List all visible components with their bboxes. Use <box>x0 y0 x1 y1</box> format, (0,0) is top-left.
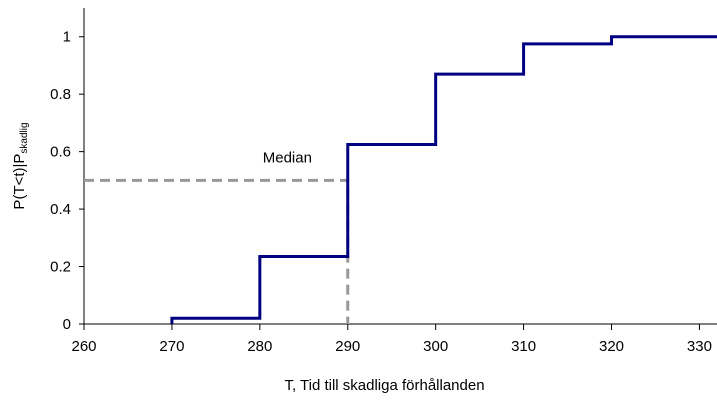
y-tick-label: 1 <box>63 29 71 46</box>
y-axis-title-main: P(T<t)|P <box>11 154 28 210</box>
y-tick-label: 0.2 <box>50 259 71 276</box>
x-tick-label: 280 <box>247 338 272 355</box>
y-axis-title-sub: skadlig <box>19 122 30 153</box>
median-label: Median <box>263 149 312 166</box>
y-tick-label: 0.6 <box>50 144 71 161</box>
x-tick-label: 290 <box>335 338 360 355</box>
x-axis-title: T, Tid till skadliga förhållanden <box>284 377 484 394</box>
y-axis-ticks: 0 0.2 0.4 0.6 0.8 1 <box>50 29 84 333</box>
series-group <box>170 35 717 324</box>
x-tick-label: 330 <box>687 338 712 355</box>
series-line <box>170 35 717 324</box>
plot-area <box>83 8 717 325</box>
x-axis-ticks: 260 270 280 290 300 310 320 330 <box>71 324 712 355</box>
x-tick-label: 300 <box>423 338 448 355</box>
x-tick-label: 260 <box>71 338 96 355</box>
y-axis-title: P(T<t)|Pskadlig <box>11 122 30 209</box>
x-tick-label: 320 <box>599 338 624 355</box>
y-tick-label: 0.8 <box>50 86 71 103</box>
x-tick-label: 310 <box>511 338 536 355</box>
y-tick-label: 0 <box>63 316 71 333</box>
x-tick-label: 270 <box>159 338 184 355</box>
median-marker: Median <box>84 149 350 324</box>
median-dashed-line <box>84 178 350 324</box>
y-tick-label: 0.4 <box>50 201 71 218</box>
